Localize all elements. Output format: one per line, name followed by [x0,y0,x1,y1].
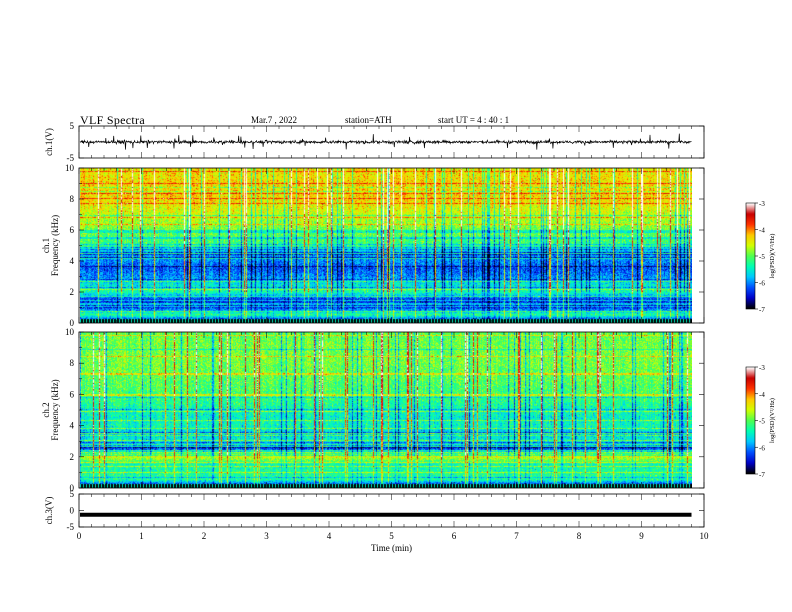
ch1-spectrogram-ytick-label: 0 [70,318,75,328]
ch2-spectrogram-colorbar-tick-label: -3 [759,364,765,372]
date-label: Mar.7 , 2022 [251,115,297,125]
ch1-spectrogram-ytick-label: 10 [65,163,75,173]
ch3-waveform-ytick-label: 5 [70,489,75,499]
ch1-spectrogram-ytick-label: 4 [70,256,75,266]
xtick-label: 2 [202,531,207,541]
xtick-label: 6 [452,531,457,541]
ch1-spectrogram-image [80,168,692,323]
ch2-spectrogram-colorbar-tick-label: -6 [759,444,765,452]
ch1-spectrogram-colorbar-tick-label: -6 [759,280,765,288]
ch1-spectrogram-ylabel-frequency: Frequency (kHz) [50,215,60,276]
ch1-spectrogram-colorbar-tick-label: -4 [759,227,765,235]
ch3-waveform-ytick-label: -5 [67,522,75,532]
xtick-label: 1 [139,531,144,541]
xtick-label: 9 [639,531,644,541]
ch2-spectrogram-colorbar [746,367,755,474]
ch2-spectrogram-colorbar-tick-label: -7 [759,471,765,479]
ch1-waveform-ytick-label: -5 [67,153,75,163]
xtick-label: 10 [700,531,710,541]
xtick-label: 3 [264,531,269,541]
ch2-spectrogram-ytick-label: 10 [65,327,75,337]
ch3-waveform-ylabel: ch.3(V) [44,497,54,525]
ch1-spectrogram-colorbar-tick-label: -3 [759,200,765,208]
ch2-spectrogram-ylabel-frequency: Frequency (kHz) [50,379,60,440]
ch1-spectrogram-colorbar-label: log(PSD)(V²/Hz) [769,234,776,279]
ch1-spectrogram-ytick-label: 6 [70,225,75,235]
x-axis-label: Time (min) [371,543,412,553]
ch1-spectrogram-ylabel-channel: ch.1 [41,238,51,253]
start-time-label: start UT = 4 : 40 : 1 [438,115,510,125]
ch2-spectrogram-ytick-label: 0 [70,483,75,493]
ch2-spectrogram-colorbar-tick-label: -5 [759,418,765,426]
ch2-spectrogram-ytick-label: 2 [70,452,75,462]
ch1-spectrogram-colorbar [746,203,755,309]
ch1-spectrogram-colorbar-tick-label: -7 [759,306,765,314]
ch1-spectrogram-ytick-label: 8 [70,194,75,204]
ch2-spectrogram-ytick-label: 4 [70,421,75,431]
xtick-label: 8 [577,531,582,541]
plot-title: VLF Spectra [80,113,145,127]
ch1-spectrogram-colorbar-tick-label: -5 [759,253,765,261]
xtick-label: 5 [389,531,394,541]
ch1-spectrogram-ytick-label: 2 [70,287,75,297]
ch3-waveform-ytick-label: 0 [70,506,75,516]
xtick-label: 7 [514,531,519,541]
ch2-spectrogram-colorbar-label: log(PSD)(V²/Hz) [769,398,776,443]
ch2-spectrogram-colorbar-tick-label: -4 [759,391,765,399]
ch1-waveform-trace [79,133,692,150]
xtick-label: 0 [77,531,82,541]
ch1-waveform-ytick-label: 5 [70,121,75,131]
ch2-spectrogram-ylabel-channel: ch.2 [41,402,51,417]
station-label: station=ATH [345,115,392,125]
ch2-spectrogram-ytick-label: 8 [70,358,75,368]
xtick-label: 4 [327,531,332,541]
ch1-waveform-ylabel: ch.1(V) [44,128,54,156]
ch2-spectrogram-ytick-label: 6 [70,389,75,399]
ch2-spectrogram-image [80,332,692,488]
